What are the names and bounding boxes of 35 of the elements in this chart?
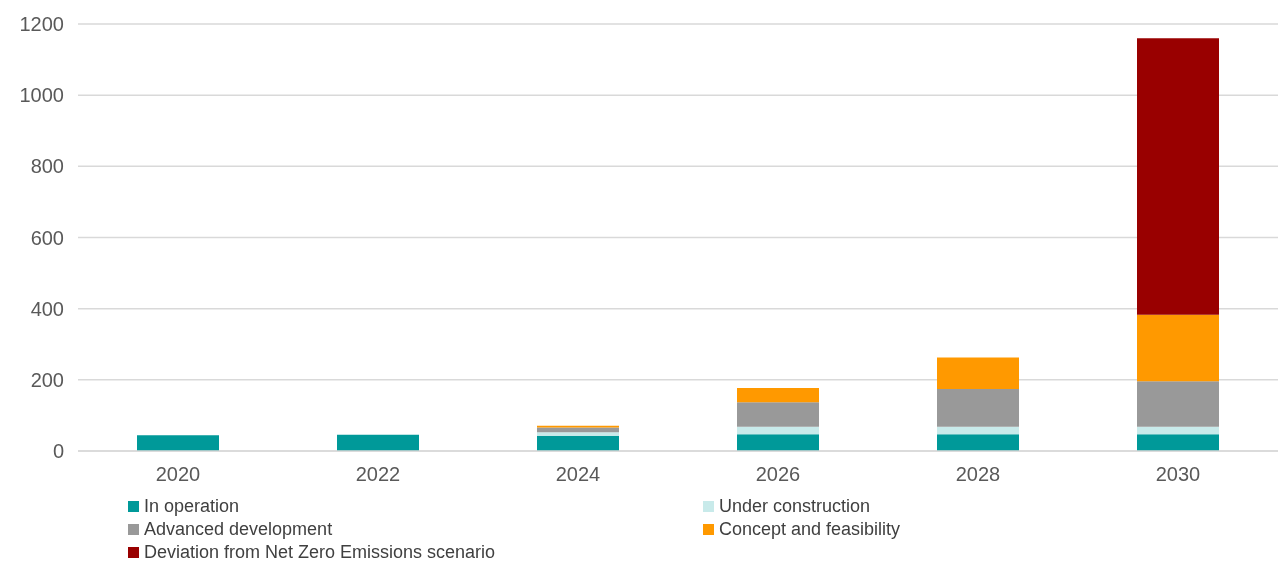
bar <box>937 389 1019 427</box>
bar <box>737 434 819 451</box>
x-tick-label: 2030 <box>1155 463 1201 486</box>
x-tick-label: 2026 <box>755 463 801 486</box>
legend-label: Concept and feasibility <box>719 518 901 541</box>
bar <box>1137 426 1219 435</box>
x-tick-label: 2028 <box>955 463 1001 486</box>
legend-label: Deviation from Net Zero Emissions scenario <box>144 541 496 564</box>
bar <box>937 357 1019 390</box>
bar <box>937 434 1019 451</box>
legend-label: Advanced development <box>144 518 333 541</box>
bar <box>1137 38 1219 315</box>
bar <box>737 402 819 427</box>
bar <box>137 435 219 451</box>
x-tick-label: 2020 <box>155 463 201 486</box>
bar <box>537 432 619 436</box>
y-tick-label: 600 <box>30 226 64 249</box>
bar <box>737 426 819 435</box>
bar <box>1137 381 1219 427</box>
y-tick-label: 0 <box>52 440 64 463</box>
bar <box>337 434 419 451</box>
bar <box>937 426 1019 435</box>
bar <box>1137 314 1219 382</box>
bar <box>737 388 819 403</box>
y-tick-label: 800 <box>30 155 64 178</box>
y-tick-label: 200 <box>30 368 64 391</box>
legend-label: Under construction <box>719 495 871 518</box>
y-tick-label: 1000 <box>19 84 64 107</box>
x-tick-label: 2024 <box>555 463 601 486</box>
legend-label: In operation <box>144 495 240 518</box>
y-tick-label: 1200 <box>19 13 64 36</box>
y-tick-label: 400 <box>30 297 64 320</box>
bar <box>1137 434 1219 451</box>
x-tick-label: 2022 <box>355 463 401 486</box>
bar <box>537 435 619 451</box>
